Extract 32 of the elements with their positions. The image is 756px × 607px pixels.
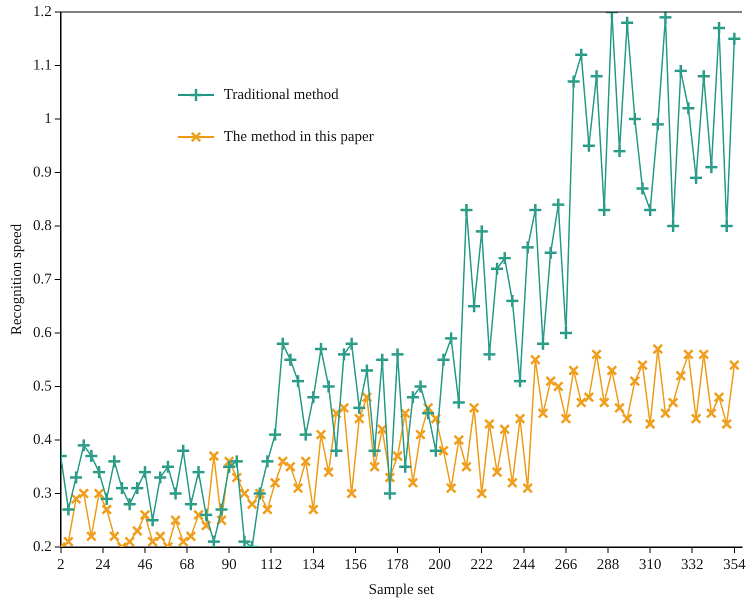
x-tick-label: 90 [222,556,237,573]
y-tick-label: 0.3 [33,485,52,502]
y-tick-label: 0.5 [33,378,52,394]
x-tick-label: 222 [470,556,493,573]
x-tick-label: 156 [344,556,368,573]
y-tick-label: 0.2 [33,538,52,555]
x-tick-label: 2 [57,556,64,573]
y-tick-label: 0.9 [33,164,52,180]
x-axis-title: Sample set [368,582,435,598]
x-tick-label: 178 [386,556,409,573]
x-tick-label: 68 [180,556,195,573]
x-tick-label: 332 [680,556,704,573]
x-tick-label: 244 [512,556,536,573]
y-tick-label: 1.2 [33,4,52,20]
y-axis-title: Recognition speed [8,223,25,336]
x-tick-label: 24 [95,556,111,573]
y-tick-label: 0.4 [33,432,52,448]
x-tick-label: 134 [302,556,326,573]
x-tick-label: 310 [638,556,662,573]
y-tick-label: 0.6 [33,324,52,341]
x-tick-label: 354 [723,556,746,573]
y-tick-label: 1.1 [33,57,52,74]
x-tick-label: 46 [137,556,153,573]
y-tick-label: 0.8 [33,218,52,234]
y-tick-label: 0.7 [33,271,52,288]
x-tick-label: 266 [554,556,578,573]
y-tick-label: 1 [44,110,52,127]
x-tick-label: 200 [428,556,451,573]
legend-label: The method in this paper [224,128,374,146]
x-tick-label: 288 [596,556,620,573]
legend-label: Traditional method [224,86,339,104]
x-tick-label: 112 [260,556,282,573]
